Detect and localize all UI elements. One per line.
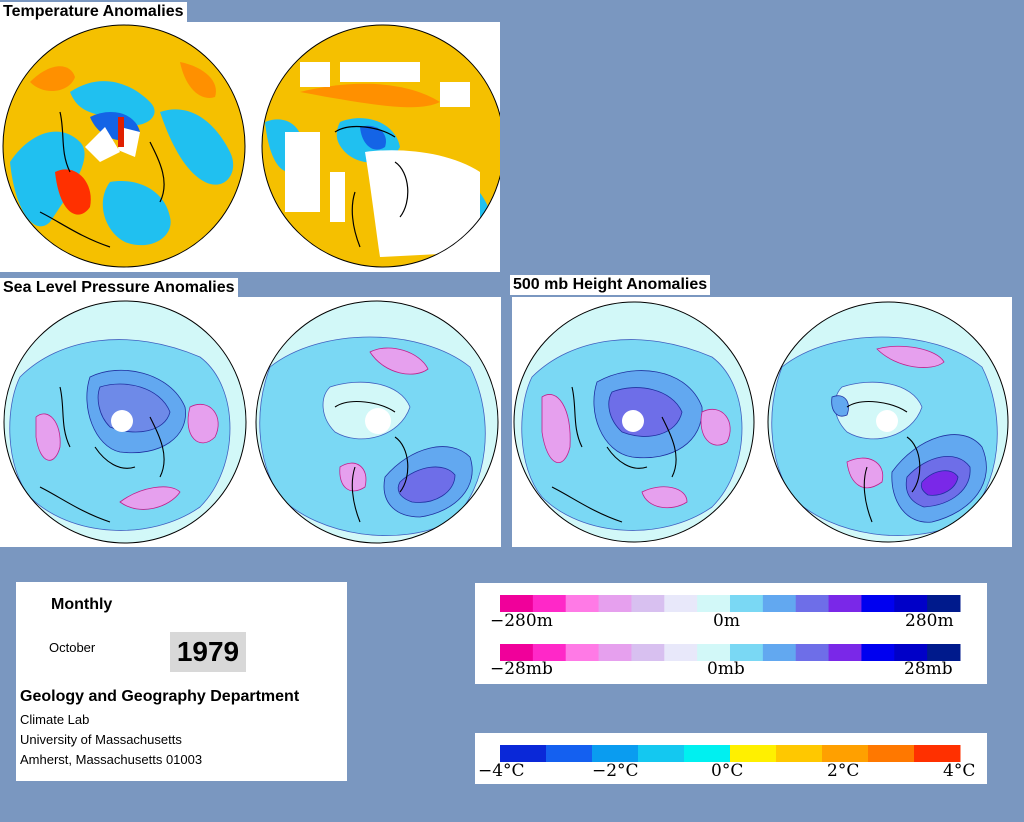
temp-scale-swatch [638,745,685,762]
height-scale-swatch [894,595,928,612]
pressure-scale-swatch [697,644,731,661]
temperature-scale-box: −4°C −2°C 0°C 2°C 4°C [475,733,987,784]
temp-scale-label-minus4: −4°C [478,761,525,781]
height-scale-swatch [762,595,797,612]
height-title: 500 mb Height Anomalies [510,275,711,295]
height-color-bar [500,595,961,612]
slp-maps [3,300,499,544]
pressure-color-bar [500,644,961,661]
height-scale-swatch [532,595,567,612]
pressure-scale-swatch [730,644,764,661]
university-label: University of Massachusetts [20,732,182,747]
temperature-north-hemisphere-map [3,25,245,267]
height-scale-swatch [697,595,731,612]
temp-scale-swatch [914,745,961,762]
month-label: October [49,640,96,655]
pressure-scale-swatch [532,644,567,661]
height-scale-swatch [828,595,862,612]
temp-scale-label-2: 2°C [827,761,860,781]
info-box: Monthly October 1979 Geology and Geograp… [16,582,347,781]
year-label: 1979 [170,632,246,672]
pressure-scale-swatch [565,644,600,661]
temp-scale-swatch [868,745,915,762]
pressure-scale-right-label: 28mb [904,659,953,679]
pressure-scale-swatch [828,644,862,661]
height-scale-left-label: −280m [490,611,553,631]
pressure-scale-left-label: −28mb [490,659,553,679]
height-north-hemisphere-map [514,302,754,542]
height-scale-swatch [631,595,665,612]
height-scale-mid-label: 0m [713,611,740,631]
height-scale-swatch [730,595,764,612]
height-scale-swatch [927,595,961,612]
height-scale-swatch [500,595,534,612]
height-panel [512,297,1012,547]
slp-north-hemisphere-map [4,301,246,543]
height-scale-right-label: 280m [905,611,954,631]
temp-scale-label-minus2: −2°C [592,761,639,781]
anomaly-scale-bars [500,595,961,661]
height-scale-swatch [565,595,600,612]
temp-scale-swatch [500,745,547,762]
temperature-color-bar [500,745,961,762]
height-scale-swatch [598,595,632,612]
pressure-scale-swatch [927,644,961,661]
pressure-scale-swatch [795,644,830,661]
pressure-scale-swatch [500,644,534,661]
height-scale-swatch [861,595,895,612]
address-label: Amherst, Massachusetts 01003 [20,752,203,767]
temperature-panel [0,22,500,272]
temp-scale-label-4: 4°C [943,761,976,781]
department-label: Geology and Geography Department [20,688,300,705]
temp-scale-swatch [822,745,869,762]
height-south-hemisphere-map [768,302,1008,542]
period-label: Monthly [51,596,113,613]
height-maps [513,301,1009,543]
temperature-title: Temperature Anomalies [0,2,187,22]
temperature-south-hemisphere-map [262,25,500,267]
pressure-scale-swatch [631,644,665,661]
temperature-scale-bar [500,745,961,762]
anomaly-scale-box: −280m 0m 280m −28mb 0mb 28mb [475,583,987,684]
slp-title: Sea Level Pressure Anomalies [0,278,238,298]
pressure-scale-swatch [762,644,797,661]
temp-scale-swatch [730,745,777,762]
temp-scale-swatch [592,745,639,762]
temp-scale-swatch [776,745,823,762]
temp-scale-swatch [546,745,593,762]
lab-label: Climate Lab [20,712,90,727]
height-scale-swatch [795,595,830,612]
height-scale-swatch [664,595,698,612]
pressure-scale-swatch [894,644,928,661]
temp-scale-swatch [684,745,731,762]
slp-panel [0,297,501,547]
temp-scale-label-zero: 0°C [711,761,744,781]
temperature-maps [2,24,500,268]
pressure-scale-swatch [664,644,698,661]
pressure-scale-swatch [861,644,895,661]
slp-south-hemisphere-map [256,301,498,543]
pressure-scale-swatch [598,644,632,661]
pressure-scale-mid-label: 0mb [707,659,745,679]
